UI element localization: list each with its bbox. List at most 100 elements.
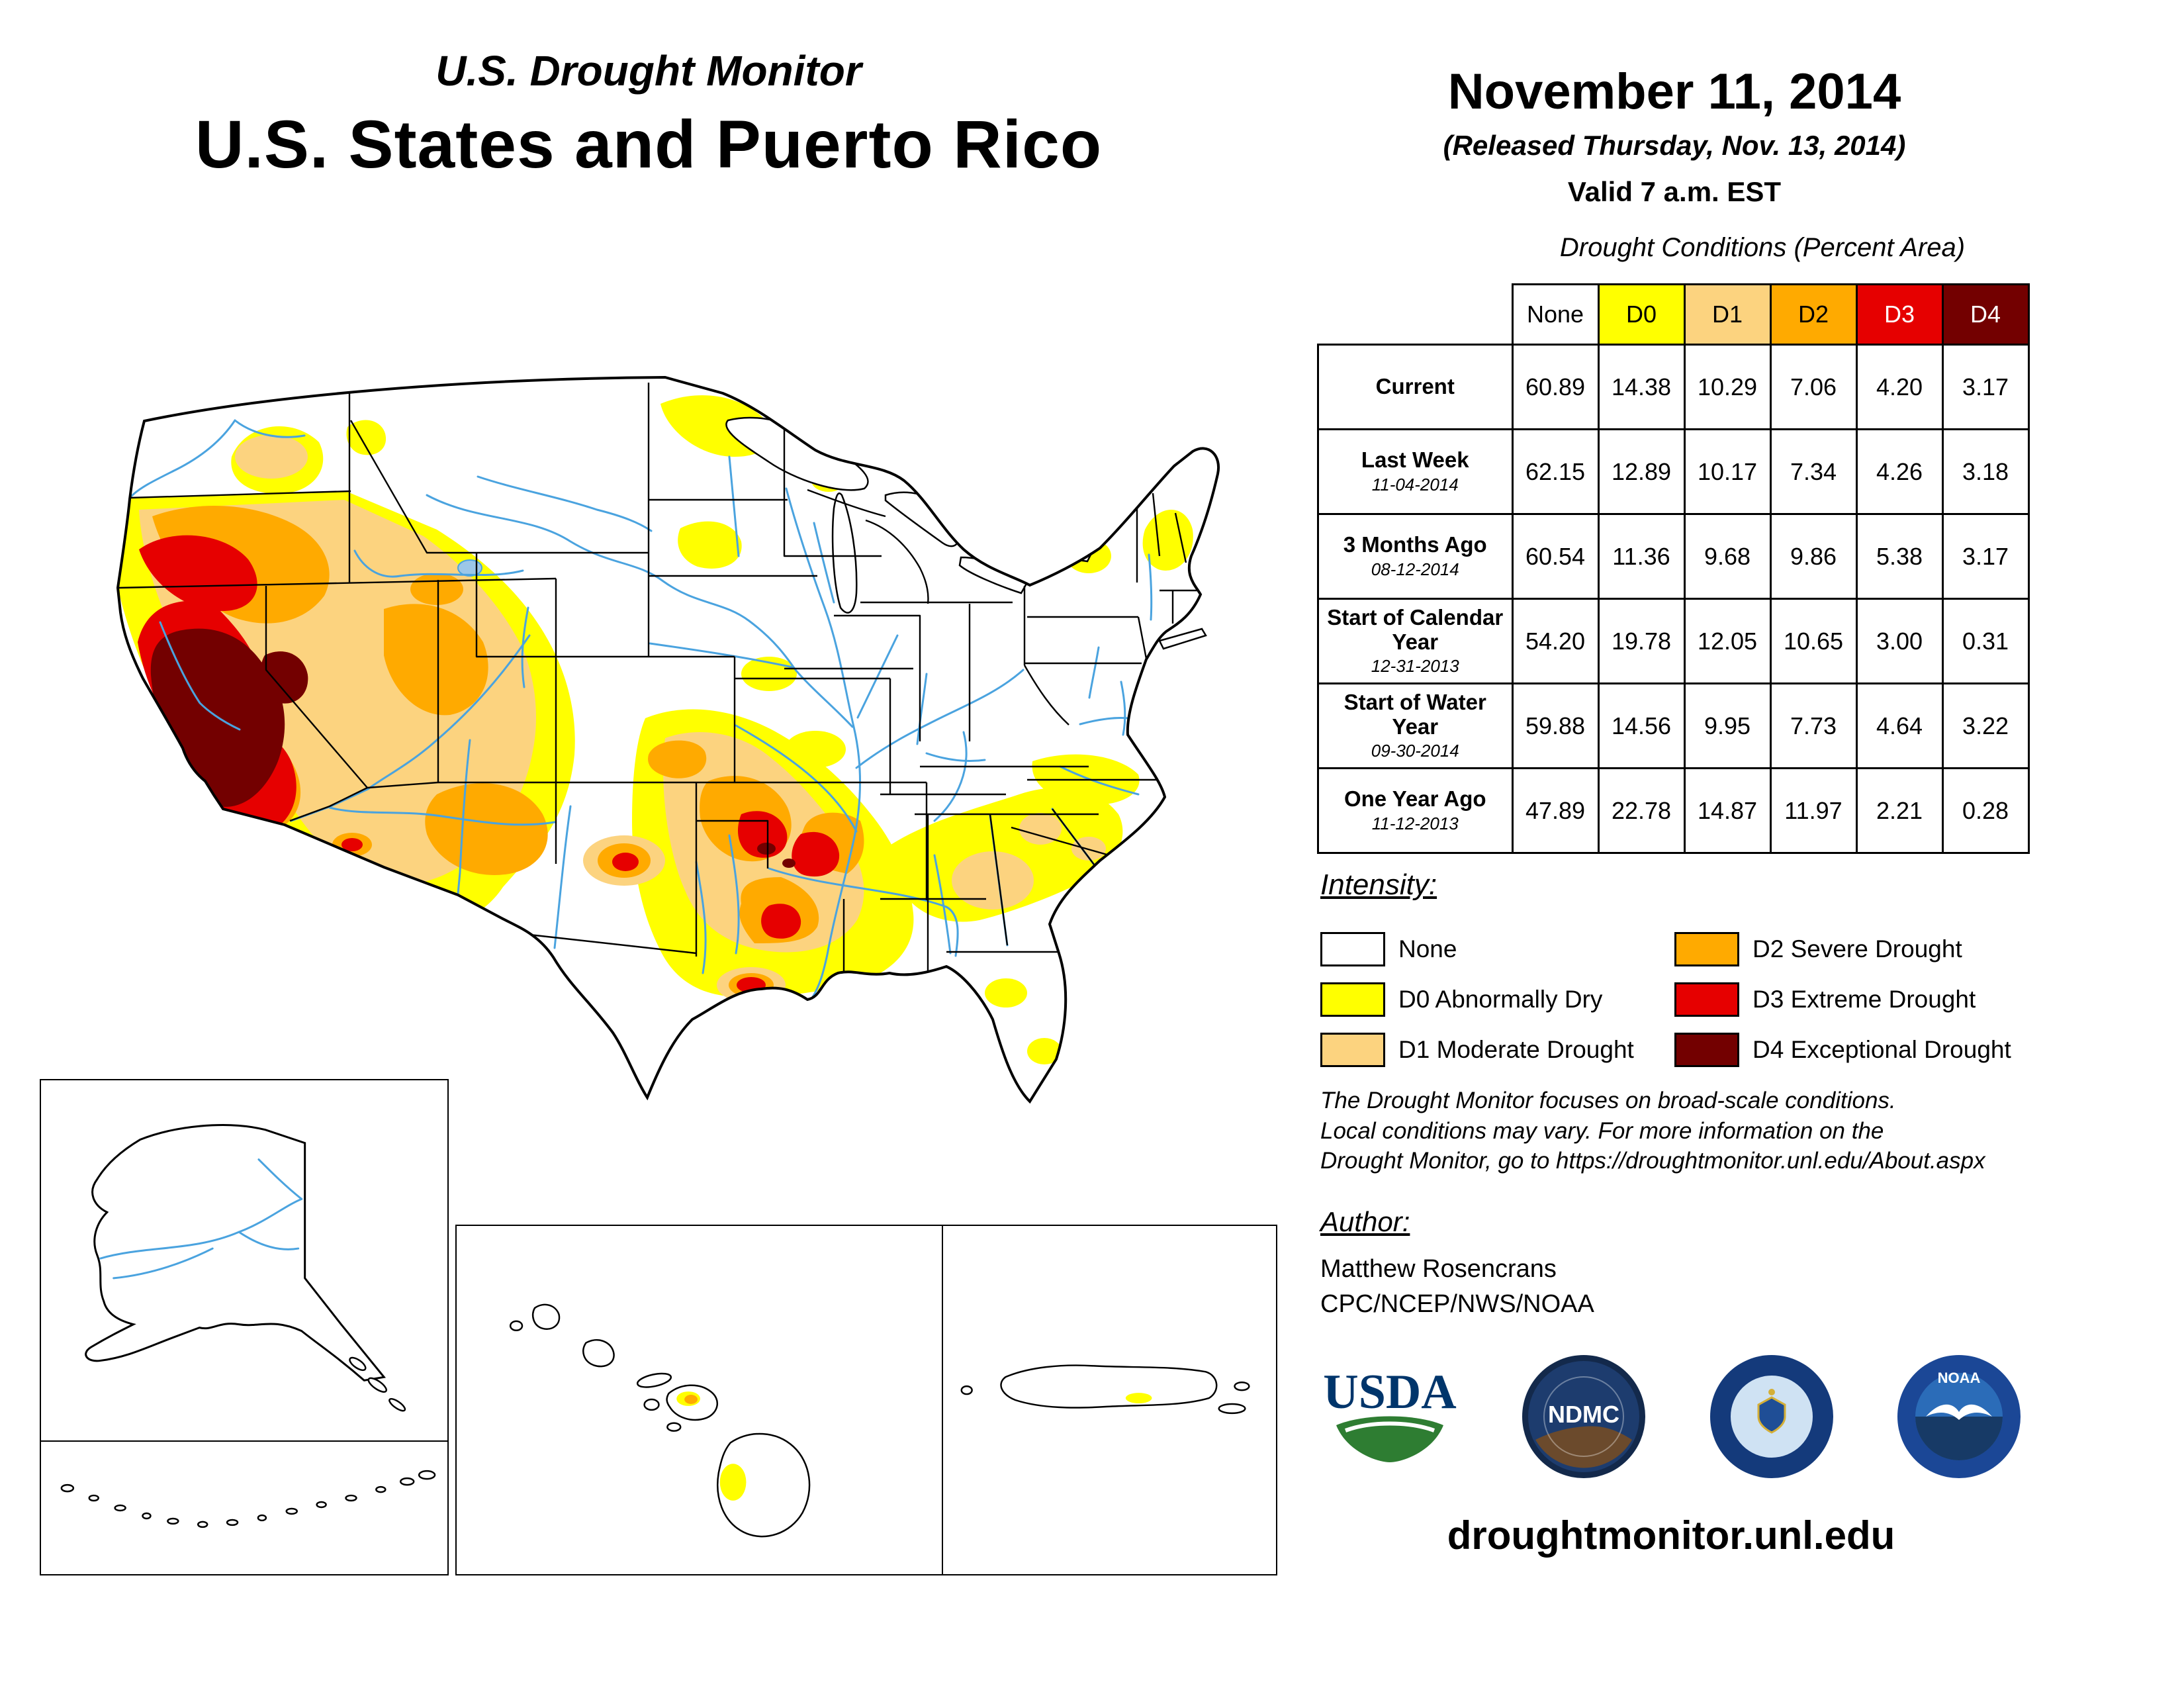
value-cell: 14.38 bbox=[1597, 344, 1686, 430]
table-row: One Year Ago 11-12-2013 47.89 22.78 14.8… bbox=[1317, 767, 2030, 854]
row-label: One Year Ago 11-12-2013 bbox=[1317, 767, 1514, 854]
legend-swatch-none bbox=[1320, 932, 1385, 966]
disclaimer-line: The Drought Monitor focuses on broad-sca… bbox=[1320, 1088, 1896, 1113]
value-cell: 11.36 bbox=[1597, 513, 1686, 600]
table-row: Current 60.89 14.38 10.29 7.06 4.20 3.17 bbox=[1317, 344, 2030, 430]
disclaimer-line: Drought Monitor, go to https://droughtmo… bbox=[1320, 1148, 1985, 1174]
value-cell: 9.86 bbox=[1769, 513, 1858, 600]
state-borders bbox=[118, 383, 1199, 992]
drought-conditions-table: None D0 D1 D2 D3 D4 Current 60.89 14.38 … bbox=[1317, 283, 2030, 854]
aleutian-inset bbox=[40, 1440, 449, 1575]
value-cell: 10.17 bbox=[1683, 428, 1772, 515]
value-cell: 12.05 bbox=[1683, 598, 1772, 684]
aleutian-map bbox=[60, 1470, 436, 1528]
legend-item-d3: D3 Extreme Drought bbox=[1674, 982, 2028, 1017]
legend-grid: None D2 Severe Drought D0 Abnormally Dry… bbox=[1320, 924, 2028, 1075]
col-header-d0: D0 bbox=[1597, 283, 1686, 346]
legend-item-d1: D1 Moderate Drought bbox=[1320, 1033, 1674, 1067]
value-cell: 9.68 bbox=[1683, 513, 1772, 600]
value-cell: 7.73 bbox=[1769, 682, 1858, 769]
value-cell: 14.87 bbox=[1683, 767, 1772, 854]
disclaimer-line: Local conditions may vary. For more info… bbox=[1320, 1117, 1884, 1144]
puerto-rico-inset bbox=[942, 1225, 1277, 1575]
value-cell: 5.38 bbox=[1855, 513, 1944, 600]
table-header-row: None D0 D1 D2 D3 D4 bbox=[1318, 283, 2030, 346]
row-label: 3 Months Ago 08-12-2014 bbox=[1317, 513, 1514, 600]
hawaii-inset bbox=[455, 1225, 943, 1575]
table-row: 3 Months Ago 08-12-2014 60.54 11.36 9.68… bbox=[1317, 513, 2030, 600]
puerto-rico-map bbox=[960, 1364, 1250, 1415]
date-block: November 11, 2014 (Released Thursday, No… bbox=[1324, 63, 2025, 208]
pr-drought-spot bbox=[1125, 1393, 1152, 1403]
value-cell: 9.95 bbox=[1683, 682, 1772, 769]
value-cell: 4.64 bbox=[1855, 682, 1944, 769]
table-row: Start of Calendar Year 12-31-2013 54.20 … bbox=[1317, 598, 2030, 684]
author-heading: Author: bbox=[1320, 1206, 1410, 1237]
table-corner bbox=[1318, 284, 1512, 345]
noaa-logo: NOAA bbox=[1897, 1355, 2021, 1478]
value-cell: 54.20 bbox=[1511, 598, 1600, 684]
author-name: Matthew Rosencrans bbox=[1320, 1255, 1557, 1283]
hawaii-islands bbox=[509, 1303, 811, 1538]
value-cell: 4.26 bbox=[1855, 428, 1944, 515]
legend-item-d0: D0 Abnormally Dry bbox=[1320, 982, 1674, 1017]
value-cell: 10.29 bbox=[1683, 344, 1772, 430]
value-cell: 7.06 bbox=[1769, 344, 1858, 430]
value-cell: 3.17 bbox=[1941, 344, 2030, 430]
legend-item-d4: D4 Exceptional Drought bbox=[1674, 1033, 2028, 1067]
legend-swatch-d1 bbox=[1320, 1033, 1385, 1067]
aleutian-islands bbox=[60, 1470, 436, 1528]
value-cell: 60.54 bbox=[1511, 513, 1600, 600]
ndmc-logo: NDMC bbox=[1522, 1355, 1646, 1478]
legend-heading: Intensity: bbox=[1320, 868, 1437, 901]
report-date: November 11, 2014 bbox=[1447, 64, 1901, 120]
row-label: Start of Calendar Year 12-31-2013 bbox=[1317, 598, 1514, 684]
disclaimer: The Drought Monitor focuses on broad-sca… bbox=[1320, 1086, 2062, 1176]
legend-swatch-d2 bbox=[1674, 932, 1739, 966]
conus-outline bbox=[116, 375, 1220, 1104]
legend-swatch-d3 bbox=[1674, 982, 1739, 1017]
panhandle-islands bbox=[349, 1356, 406, 1412]
released-date: (Released Thursday, Nov. 13, 2014) bbox=[1443, 130, 1906, 161]
value-cell: 0.31 bbox=[1941, 598, 2030, 684]
value-cell: 2.21 bbox=[1855, 767, 1944, 854]
value-cell: 59.88 bbox=[1511, 682, 1600, 769]
value-cell: 4.20 bbox=[1855, 344, 1944, 430]
table-row: Start of Water Year 09-30-2014 59.88 14.… bbox=[1317, 682, 2030, 769]
legend-item-none: None bbox=[1320, 932, 1674, 966]
value-cell: 47.89 bbox=[1511, 767, 1600, 854]
row-label: Current bbox=[1317, 344, 1514, 430]
row-label: Last Week 11-04-2014 bbox=[1317, 428, 1514, 515]
col-header-d1: D1 bbox=[1683, 283, 1772, 346]
value-cell: 60.89 bbox=[1511, 344, 1600, 430]
table-title: Drought Conditions (Percent Area) bbox=[1559, 233, 1966, 262]
agency-logos: USDA NDMC NOAA bbox=[1320, 1347, 2022, 1486]
author-org: CPC/NCEP/NWS/NOAA bbox=[1320, 1290, 1594, 1318]
report-title: U.S. Drought Monitor bbox=[435, 47, 862, 95]
legend-swatch-d0 bbox=[1320, 982, 1385, 1017]
usda-wordmark: USDA bbox=[1323, 1365, 1456, 1419]
intensity-legend: Intensity: None D2 Severe Drought D0 Abn… bbox=[1320, 868, 2028, 1075]
value-cell: 22.78 bbox=[1597, 767, 1686, 854]
value-cell: 14.56 bbox=[1597, 682, 1686, 769]
usda-logo: USDA bbox=[1323, 1365, 1457, 1462]
col-header-none: None bbox=[1511, 283, 1600, 346]
col-header-d4: D4 bbox=[1941, 283, 2030, 346]
ndmc-wordmark: NDMC bbox=[1548, 1401, 1619, 1428]
table-row: Last Week 11-04-2014 62.15 12.89 10.17 7… bbox=[1317, 428, 2030, 515]
legend-swatch-d4 bbox=[1674, 1033, 1739, 1067]
author-block: Author: Matthew Rosencrans CPC/NCEP/NWS/… bbox=[1320, 1206, 1594, 1319]
valid-time: Valid 7 a.m. EST bbox=[1567, 176, 1782, 207]
value-cell: 3.22 bbox=[1941, 682, 2030, 769]
value-cell: 10.65 bbox=[1769, 598, 1858, 684]
hawaii-drought-spots bbox=[676, 1391, 747, 1501]
col-header-d3: D3 bbox=[1855, 283, 1944, 346]
puerto-rico-islands bbox=[960, 1364, 1250, 1415]
noaa-wordmark: NOAA bbox=[1938, 1370, 1981, 1386]
great-salt-lake bbox=[457, 559, 482, 577]
conus-map bbox=[116, 375, 1220, 1104]
title-block: U.S. Drought Monitor U.S. States and Pue… bbox=[86, 46, 1211, 183]
value-cell: 0.28 bbox=[1941, 767, 2030, 854]
commerce-logo bbox=[1709, 1355, 1833, 1478]
